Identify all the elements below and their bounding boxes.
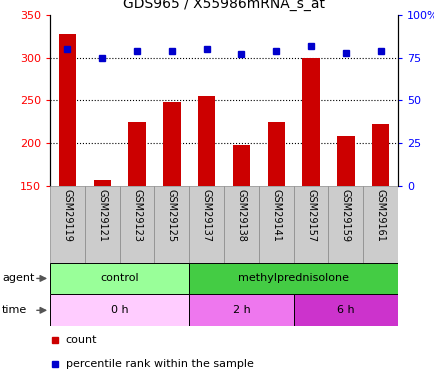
Bar	[336, 136, 354, 186]
Bar	[189, 186, 224, 262]
Text: GSM29157: GSM29157	[306, 189, 315, 243]
Bar	[293, 186, 328, 262]
Bar	[50, 294, 189, 326]
Text: agent: agent	[2, 273, 34, 284]
Bar	[189, 262, 397, 294]
Text: GSM29161: GSM29161	[375, 189, 385, 242]
Bar	[154, 186, 189, 262]
Text: GSM29141: GSM29141	[271, 189, 280, 242]
Bar	[328, 186, 362, 262]
Text: time: time	[2, 305, 27, 315]
Bar	[224, 186, 258, 262]
Text: GSM29138: GSM29138	[236, 189, 246, 242]
Bar	[50, 262, 189, 294]
Bar	[293, 294, 397, 326]
Text: GSM29125: GSM29125	[167, 189, 176, 243]
Bar	[232, 145, 250, 186]
Bar	[371, 124, 388, 186]
Text: GSM29137: GSM29137	[201, 189, 211, 243]
Title: GDS965 / X55986mRNA_s_at: GDS965 / X55986mRNA_s_at	[123, 0, 324, 11]
Text: 0 h: 0 h	[111, 305, 128, 315]
Bar	[163, 102, 180, 186]
Text: GSM29119: GSM29119	[62, 189, 72, 242]
Text: GSM29123: GSM29123	[132, 189, 141, 243]
Bar	[85, 186, 119, 262]
Text: methylprednisolone: methylprednisolone	[237, 273, 349, 284]
Bar	[59, 34, 76, 186]
Text: GSM29121: GSM29121	[97, 189, 107, 243]
Text: percentile rank within the sample: percentile rank within the sample	[66, 359, 253, 369]
Bar	[197, 96, 215, 186]
Bar	[267, 122, 284, 186]
Bar	[128, 122, 145, 186]
Text: 6 h: 6 h	[336, 305, 354, 315]
Bar	[50, 186, 85, 262]
Bar	[189, 294, 293, 326]
Bar	[119, 186, 154, 262]
Bar	[362, 186, 397, 262]
Text: control: control	[100, 273, 138, 284]
Text: count: count	[66, 335, 97, 345]
Text: GSM29159: GSM29159	[340, 189, 350, 243]
Text: 2 h: 2 h	[232, 305, 250, 315]
Bar	[302, 58, 319, 186]
Bar	[258, 186, 293, 262]
Bar	[93, 180, 111, 186]
